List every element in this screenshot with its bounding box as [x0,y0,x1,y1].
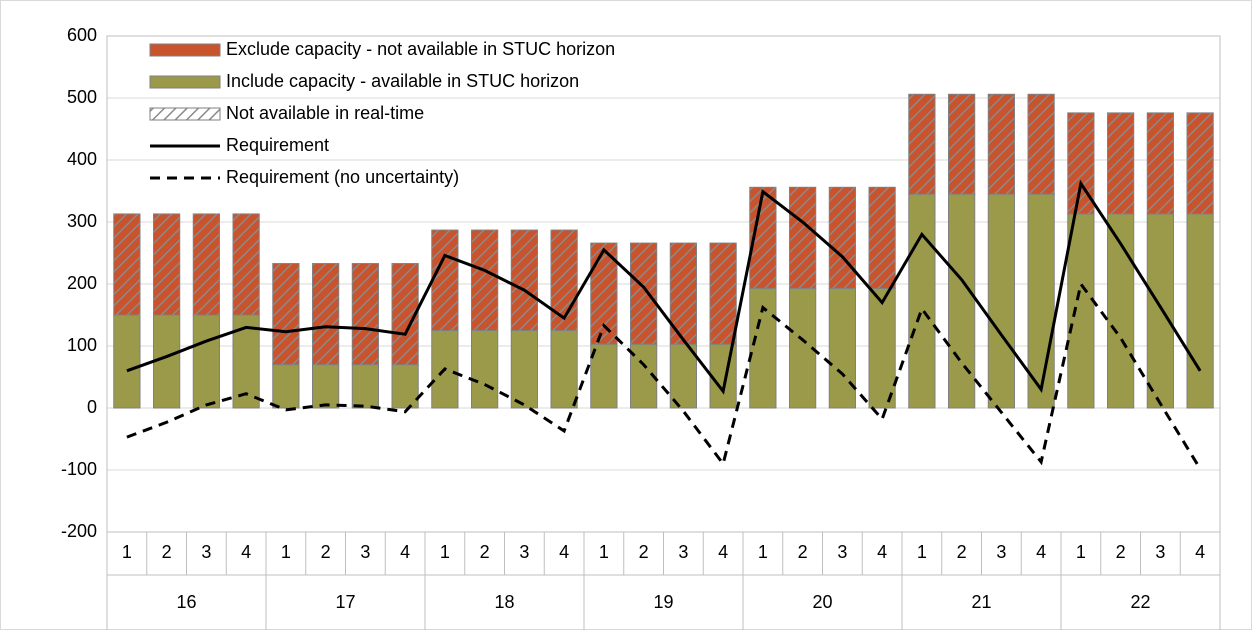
x-tick-label: 3 [519,542,529,562]
bar [312,364,340,409]
bar-hatch [869,187,896,289]
y-tick-label: 200 [67,273,97,293]
legend-swatch [149,75,221,89]
group-label: 16 [176,592,196,612]
x-tick-label: 3 [360,542,370,562]
x-tick-label: 3 [1155,542,1165,562]
bar-hatch [153,213,180,315]
y-tick-label: 600 [67,25,97,45]
x-tick-label: 4 [877,542,887,562]
x-tick-label: 3 [201,542,211,562]
x-tick-label: 1 [917,542,927,562]
bar [1027,193,1055,409]
x-tick-label: 2 [1116,542,1126,562]
bar [908,193,936,409]
bar [351,364,379,409]
bar [669,343,697,409]
x-tick-label: 4 [241,542,251,562]
bar [709,343,737,409]
bar [471,330,499,409]
group-label: 20 [812,592,832,612]
group-label: 21 [971,592,991,612]
legend-label: Not available in real-time [226,103,424,123]
bar [510,330,538,409]
x-tick-label: 3 [837,542,847,562]
x-tick-label: 3 [996,542,1006,562]
bar [1067,213,1095,409]
x-tick-label: 2 [162,542,172,562]
group-label: 18 [494,592,514,612]
bar-hatch [272,263,299,365]
x-tick-label: 1 [440,542,450,562]
y-tick-label: 400 [67,149,97,169]
bar-hatch [829,187,856,289]
x-tick-label: 1 [122,542,132,562]
bar-hatch [1147,112,1174,214]
y-tick-label: 100 [67,335,97,355]
x-tick-label: 4 [400,542,410,562]
bar-hatch [233,213,260,315]
bar [948,193,976,409]
group-label: 22 [1130,592,1150,612]
bar [1186,213,1214,409]
x-tick-label: 1 [599,542,609,562]
bar-hatch [1187,112,1214,214]
bar-hatch [352,263,379,365]
bar-hatch [431,230,458,331]
x-tick-label: 1 [1076,542,1086,562]
bar-hatch [710,243,737,345]
bar [828,287,856,409]
x-tick-label: 2 [957,542,967,562]
y-tick-label: 0 [87,397,97,417]
x-tick-label: 3 [678,542,688,562]
group-label: 19 [653,592,673,612]
legend-label: Exclude capacity - not available in STUC… [226,39,615,59]
bar-hatch [511,230,538,331]
bar-hatch [948,94,975,195]
bar-hatch [1028,94,1055,195]
bar-hatch [630,243,657,345]
bar [550,330,578,409]
legend-label: Include capacity - available in STUC hor… [226,71,579,91]
group-label: 17 [335,592,355,612]
bar [1146,213,1174,409]
x-tick-label: 4 [718,542,728,562]
bar-hatch [113,213,140,315]
bar [153,314,181,409]
y-tick-label: -100 [61,459,97,479]
legend-swatch [149,107,221,121]
x-tick-label: 2 [480,542,490,562]
bar [113,314,141,409]
x-tick-label: 4 [559,542,569,562]
line [126,179,1202,395]
bar [868,287,896,409]
bar [192,314,220,409]
bar-hatch [471,230,498,331]
bar [272,364,300,409]
bar-hatch [908,94,935,195]
bar-hatch [193,213,220,315]
y-tick-label: 500 [67,87,97,107]
x-tick-label: 2 [321,542,331,562]
bar-hatch [312,263,339,365]
x-tick-label: 4 [1036,542,1046,562]
line [126,280,1202,470]
y-tick-label: 300 [67,211,97,231]
x-tick-label: 1 [281,542,291,562]
x-tick-label: 1 [758,542,768,562]
legend-swatch [149,43,221,57]
legend-label: Requirement (no uncertainty) [226,167,459,187]
bar-hatch [988,94,1015,195]
bar-hatch [1107,112,1134,214]
x-tick-label: 2 [798,542,808,562]
bar [391,364,419,409]
bar-hatch [789,187,816,289]
y-tick-label: -200 [61,521,97,541]
x-tick-label: 4 [1195,542,1205,562]
x-tick-label: 2 [639,542,649,562]
legend-label: Requirement [226,135,329,155]
bar [987,193,1015,409]
